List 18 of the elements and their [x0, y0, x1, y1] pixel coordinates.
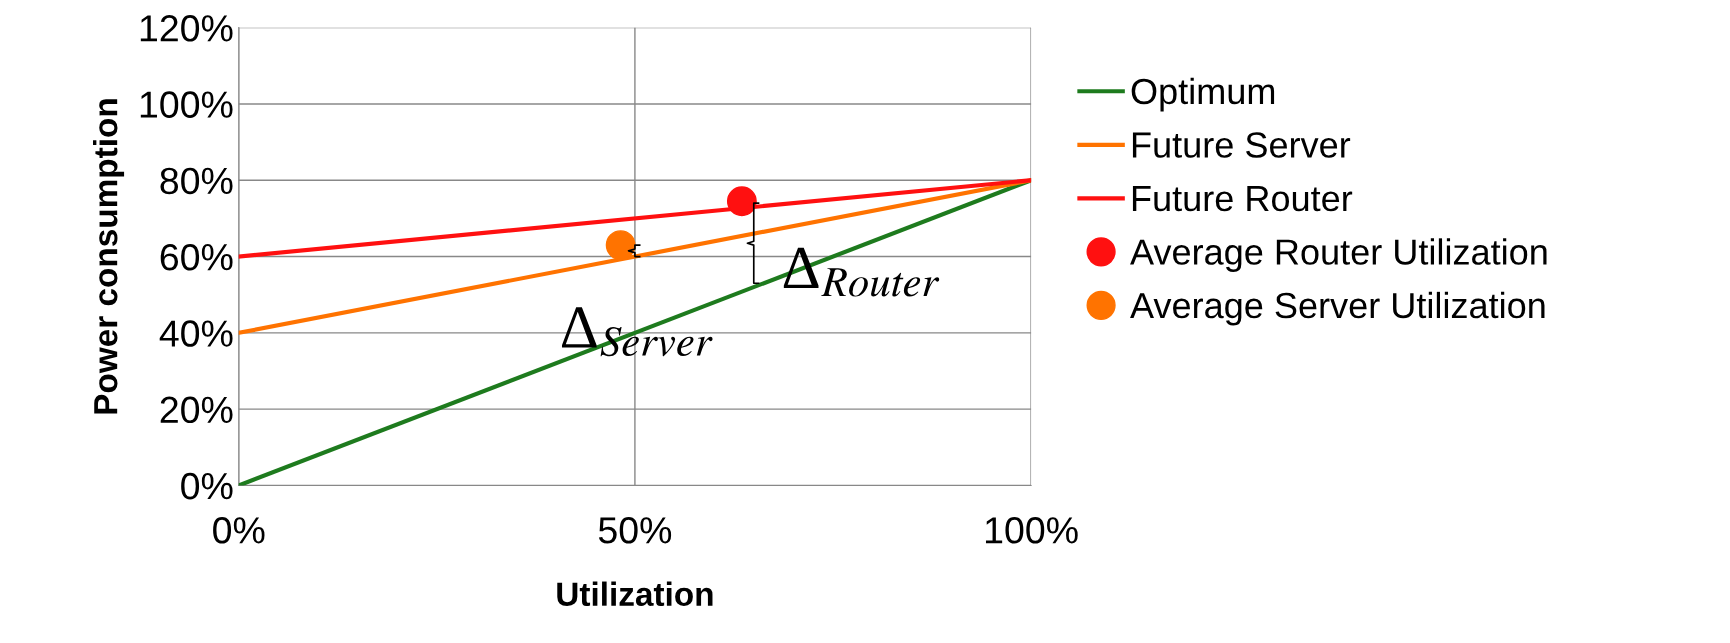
y-axis-title: Power consumption: [93, 99, 125, 414]
x-tick-label: 0%: [213, 517, 265, 544]
y-tick-label: 20%: [160, 396, 233, 424]
y-tick-label: 100%: [140, 91, 233, 118]
y-tick-label: 40%: [159, 320, 233, 347]
y-tick-label: 60%: [160, 243, 233, 271]
legend-label: Future Router: [1132, 186, 1353, 212]
x-tick-label: 50%: [598, 517, 672, 544]
y-tick-label: 0%: [181, 472, 233, 500]
legend-label: Future Server: [1132, 132, 1351, 158]
annotation: Δ$_{Server}$: [561, 307, 713, 357]
x-tick-label: 100%: [985, 517, 1078, 544]
legend-label: Average Router Utilization: [1130, 238, 1547, 272]
legend-label: Average Server Utilization: [1130, 291, 1545, 326]
legend-label: Optimum: [1131, 77, 1275, 112]
y-tick-label: 80%: [160, 167, 233, 195]
x-axis-title: Utilization: [557, 581, 713, 607]
y-tick-label: 120%: [140, 15, 233, 42]
